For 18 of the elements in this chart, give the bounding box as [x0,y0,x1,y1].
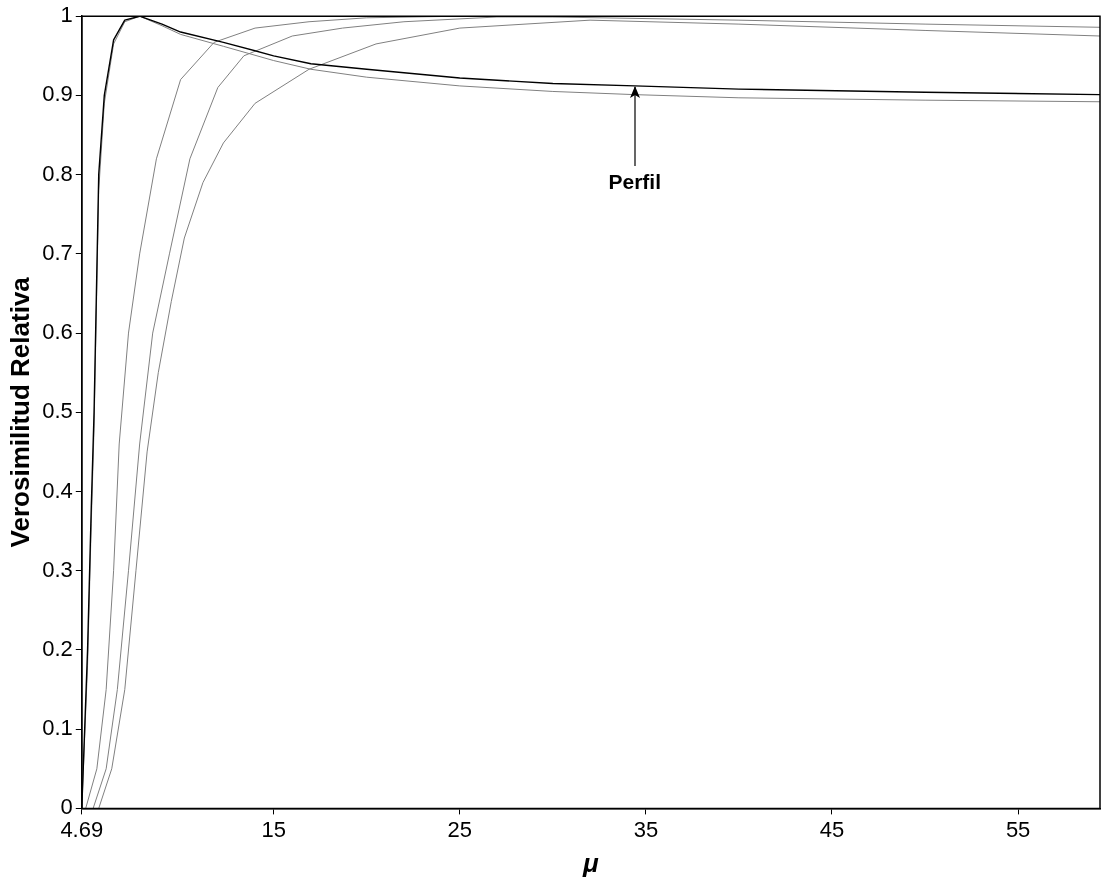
y-axis-title: Verosimilitud Relativa [4,276,35,548]
x-tick-label: 25 [447,816,473,842]
x-tick-label: 55 [1005,816,1031,842]
y-tick-label: 0.2 [42,636,73,662]
y-tick-label: 0.8 [42,160,73,186]
x-tick-label: 45 [819,816,845,842]
y-tick-label: 0.5 [42,398,73,424]
y-tick-label: 0.7 [42,239,73,265]
y-tick-label: 0.6 [42,319,73,345]
y-tick-label: 0.3 [42,556,73,582]
y-tick-label: 1 [60,2,73,28]
y-tick-label: 0.1 [42,715,73,741]
x-tick-label: 35 [633,816,659,842]
y-tick-label: 0.4 [42,477,73,503]
x-axis-title: μ [582,847,600,878]
x-tick-label: 15 [261,816,286,842]
annotation: Perfil [607,169,662,194]
y-tick-label: 0.9 [42,81,73,107]
